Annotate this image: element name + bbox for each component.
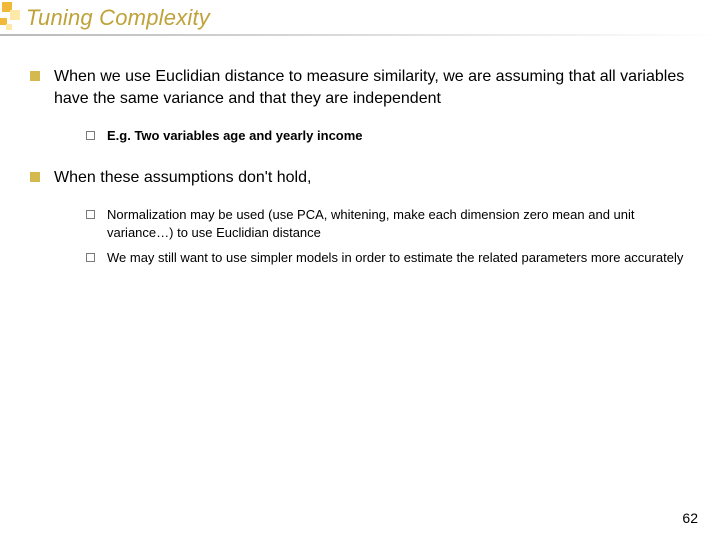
hollow-square-bullet-icon	[86, 210, 95, 219]
sub-bullet-item: E.g. Two variables age and yearly income	[86, 127, 690, 145]
slide-title: Tuning Complexity	[26, 5, 210, 31]
sub-bullet-item: We may still want to use simpler models …	[86, 249, 690, 267]
bullet-item: When we use Euclidian distance to measur…	[30, 66, 690, 109]
sub-bullet-text: We may still want to use simpler models …	[107, 249, 690, 267]
bullet-text: When these assumptions don't hold,	[54, 167, 690, 189]
title-underline	[0, 34, 720, 36]
sub-bullet-item: Normalization may be used (use PCA, whit…	[86, 206, 690, 241]
title-decoration	[0, 0, 22, 36]
sub-bullet-text: Normalization may be used (use PCA, whit…	[107, 206, 690, 241]
content-area: When we use Euclidian distance to measur…	[0, 36, 720, 267]
hollow-square-bullet-icon	[86, 131, 95, 140]
square-bullet-icon	[30, 172, 40, 182]
hollow-square-bullet-icon	[86, 253, 95, 262]
sub-bullet-text: E.g. Two variables age and yearly income	[107, 127, 690, 145]
sub-bullet-group: E.g. Two variables age and yearly income	[86, 127, 690, 145]
bullet-item: When these assumptions don't hold,	[30, 167, 690, 189]
square-bullet-icon	[30, 71, 40, 81]
sub-bullet-group: Normalization may be used (use PCA, whit…	[86, 206, 690, 267]
bullet-text: When we use Euclidian distance to measur…	[54, 66, 690, 109]
title-bar: Tuning Complexity	[0, 0, 720, 36]
page-number: 62	[682, 510, 698, 526]
